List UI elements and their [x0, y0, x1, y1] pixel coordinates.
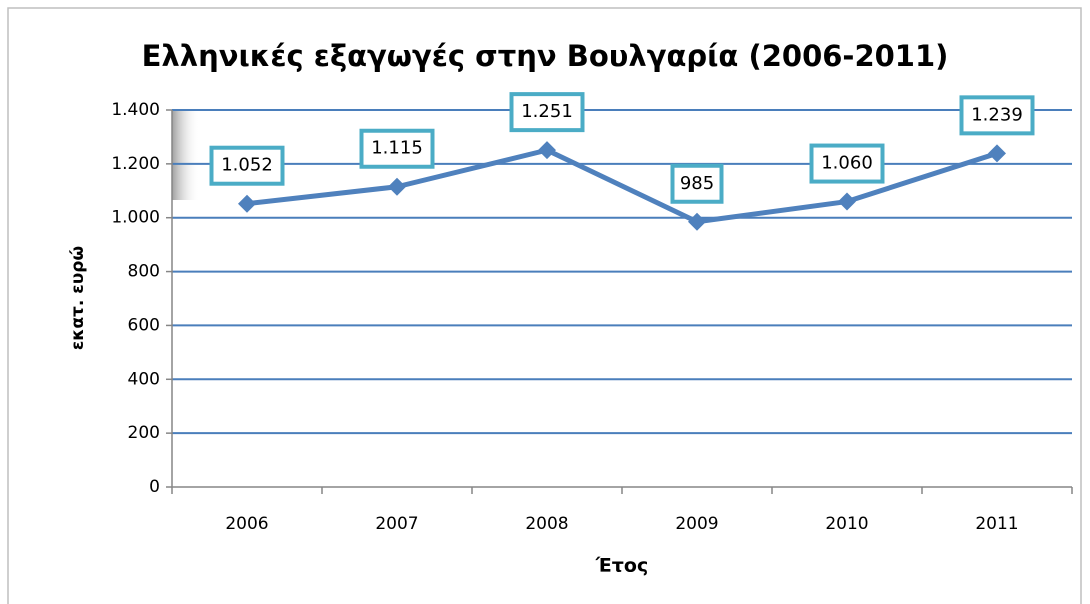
y-tick-label: 0 — [149, 477, 160, 497]
x-tick-label: 2007 — [375, 514, 418, 534]
data-label-box — [209, 145, 285, 186]
data-marker — [838, 192, 856, 211]
data-label: 985 — [680, 173, 714, 194]
y-tick-label: 1.000 — [111, 208, 160, 228]
x-tick-label: 2006 — [225, 514, 268, 534]
data-label-box — [359, 128, 435, 169]
data-marker — [538, 141, 556, 160]
x-tick-label: 2009 — [675, 514, 718, 534]
data-label-box — [959, 95, 1035, 136]
chart-title: Ελληνικές εξαγωγές στην Βουλγαρία (2006-… — [142, 39, 949, 73]
x-tick-label: 2010 — [825, 514, 868, 534]
y-tick-label: 600 — [128, 315, 160, 335]
y-tick-label: 1.200 — [111, 154, 160, 174]
data-marker — [388, 177, 406, 196]
x-tick-label: 2011 — [975, 514, 1018, 534]
y-tick-label: 200 — [128, 423, 160, 443]
data-line — [246, 147, 998, 225]
y-tick-label: 800 — [128, 262, 160, 282]
data-marker — [688, 212, 706, 231]
data-label: 1.060 — [821, 153, 873, 174]
data-label-box — [809, 143, 885, 184]
data-label-box — [509, 92, 585, 133]
data-marker — [988, 144, 1006, 163]
data-label-box — [670, 163, 724, 204]
data-label: 1.052 — [221, 155, 273, 176]
y-axis-label: εκατ. ευρώ — [68, 246, 88, 351]
x-axis-label: Έτος — [595, 555, 649, 577]
data-marker — [238, 194, 256, 213]
data-label: 1.115 — [371, 138, 423, 159]
x-tick-label: 2008 — [525, 514, 568, 534]
y-tick-label: 400 — [128, 369, 160, 389]
y-tick-label: 1.400 — [111, 100, 160, 120]
data-label: 1.251 — [521, 101, 573, 122]
data-label: 1.239 — [971, 104, 1023, 125]
